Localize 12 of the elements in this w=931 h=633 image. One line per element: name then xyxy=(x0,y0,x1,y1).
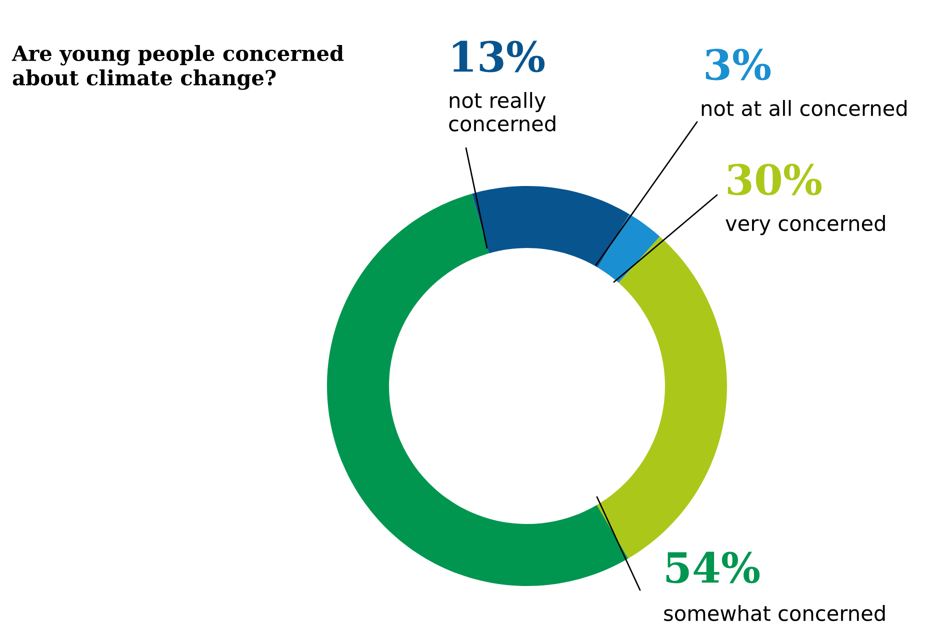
data-label: 54% xyxy=(666,552,760,584)
data-label: 3% xyxy=(706,48,771,80)
donut-slice xyxy=(598,214,660,283)
data-label: 30% xyxy=(728,164,822,196)
donut-slice xyxy=(327,194,628,586)
slice-label: not really concerned xyxy=(449,92,556,132)
slice-label: somewhat concerned xyxy=(664,605,885,622)
data-label: 13% xyxy=(453,40,545,72)
donut-slice xyxy=(472,186,630,268)
text: Are young people concerned about climate change? xyxy=(12,45,344,90)
slice-label: very concerned xyxy=(726,215,885,236)
slice-label: not at all concerned xyxy=(702,100,906,116)
